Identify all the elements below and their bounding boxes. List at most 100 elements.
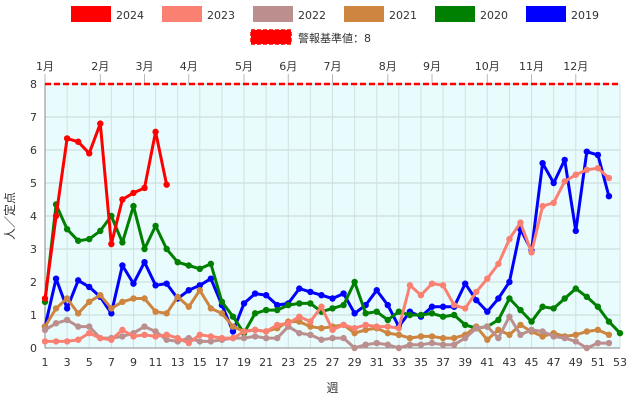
data-point — [185, 334, 192, 342]
data-point — [86, 329, 93, 337]
data-point — [52, 320, 60, 327]
data-point — [251, 333, 259, 340]
data-point — [484, 308, 491, 315]
data-point — [163, 310, 170, 317]
data-point — [362, 310, 369, 317]
legend-swatch — [435, 6, 475, 22]
data-point — [417, 341, 425, 348]
data-point — [130, 189, 137, 197]
data-point — [141, 245, 148, 253]
x-tick-label: 35 — [414, 356, 428, 369]
legend-swatch — [344, 6, 384, 22]
x-tick-label: 23 — [281, 356, 295, 369]
data-point — [41, 326, 49, 334]
month-label: 3月 — [136, 60, 154, 73]
data-point — [329, 305, 336, 312]
y-tick-label: 4 — [30, 210, 37, 223]
x-tick-label: 37 — [436, 356, 450, 369]
legend-item-2024: 2024 — [71, 6, 144, 22]
data-point — [218, 334, 226, 342]
data-point — [207, 260, 215, 268]
data-point — [539, 303, 546, 310]
data-point — [141, 331, 148, 338]
data-point — [484, 323, 491, 330]
legend-item-2021: 2021 — [344, 6, 417, 22]
data-point — [373, 323, 380, 330]
data-point — [594, 326, 602, 334]
data-point — [185, 303, 192, 310]
data-point — [428, 303, 436, 310]
data-point — [362, 321, 369, 329]
data-point — [473, 288, 480, 296]
series-2022 — [41, 313, 613, 352]
data-point — [152, 282, 159, 289]
data-point — [152, 222, 159, 230]
data-point — [351, 344, 358, 352]
data-point — [406, 282, 414, 289]
data-point — [539, 160, 546, 167]
data-point — [52, 338, 60, 345]
data-point — [572, 331, 579, 338]
legend-label: 2020 — [480, 9, 508, 22]
data-point — [274, 306, 281, 314]
x-tick-label: 49 — [569, 356, 583, 369]
legend-swatch — [162, 6, 202, 22]
data-point — [517, 331, 524, 338]
data-point — [539, 333, 546, 340]
month-label: 11月 — [519, 60, 544, 73]
data-point — [307, 300, 314, 307]
data-point — [583, 293, 591, 301]
x-tick-label: 1 — [42, 356, 49, 369]
x-axis-ticks: 1 3 5 7 9 11 13 15 17 19 21 23 25 27 29 31 33 35 37 39 41 43 4… — [42, 356, 628, 369]
data-point — [163, 280, 170, 287]
data-point — [97, 120, 104, 127]
data-point — [461, 321, 469, 329]
data-point — [119, 262, 126, 269]
data-point — [196, 331, 204, 338]
legend-swatch — [71, 6, 111, 22]
y-axis-ticks: 0 1 2 3 4 5 6 7 8 — [30, 78, 37, 355]
data-point — [550, 199, 557, 206]
x-tick-label: 19 — [237, 356, 251, 369]
data-point — [86, 235, 93, 243]
data-point — [572, 285, 579, 292]
data-point — [262, 306, 270, 314]
series-2019 — [41, 148, 613, 335]
data-point — [583, 148, 591, 155]
data-point — [119, 239, 126, 246]
data-point — [395, 325, 403, 332]
data-point — [373, 308, 380, 315]
data-point — [207, 305, 215, 312]
legend-item-2019: 2019 — [526, 6, 599, 22]
month-label: 9月 — [423, 60, 441, 73]
data-point — [74, 310, 82, 317]
data-point — [528, 326, 535, 334]
data-point — [417, 311, 425, 319]
x-tick-label: 47 — [547, 356, 561, 369]
x-tick-label: 53 — [613, 356, 627, 369]
data-point — [561, 156, 568, 164]
data-point — [185, 339, 192, 347]
data-point — [439, 341, 447, 348]
data-point — [550, 333, 557, 340]
data-point — [417, 292, 425, 299]
month-label: 4月 — [180, 60, 198, 73]
data-point — [285, 301, 292, 309]
month-label: 7月 — [324, 60, 342, 73]
data-point — [229, 328, 237, 335]
data-point — [605, 318, 613, 325]
data-point — [41, 295, 49, 302]
data-point — [141, 323, 148, 330]
x-tick-label: 43 — [502, 356, 516, 369]
data-point — [395, 331, 403, 338]
data-point — [74, 138, 82, 145]
month-label: 12月 — [563, 60, 588, 73]
data-point — [63, 295, 71, 302]
data-point — [307, 323, 314, 330]
data-point — [41, 338, 49, 345]
data-point — [362, 341, 369, 348]
legend-label: 2024 — [116, 9, 144, 22]
data-point — [185, 287, 192, 294]
data-point — [484, 336, 491, 343]
